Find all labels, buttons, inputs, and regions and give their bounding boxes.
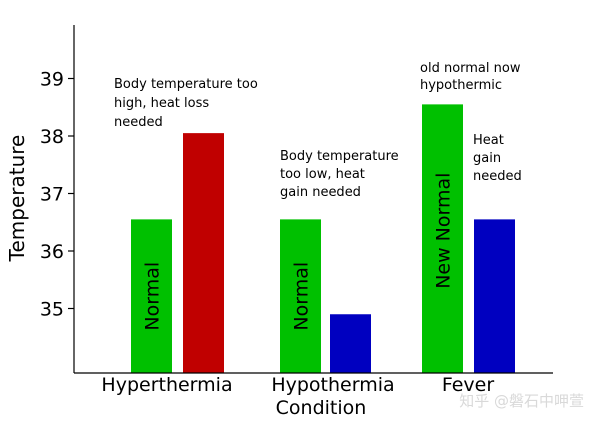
x-axis-label: Condition (276, 397, 367, 419)
bars-layer (131, 104, 515, 373)
bar-hyperthermia-current (183, 133, 224, 373)
annotation-line: gain needed (280, 185, 361, 200)
bar-labels-layer: Normal Normal New Normal (142, 173, 455, 331)
annotation-line: old normal now (420, 61, 521, 76)
annotation-line: Body temperature too (114, 77, 258, 92)
bar-hypothermia-baseline (280, 219, 321, 373)
axes (73, 25, 553, 374)
x-tick-label: Hyperthermia (101, 374, 232, 396)
bar-fever-current (474, 219, 515, 373)
bar-hypothermia-current (330, 314, 371, 373)
y-tick-label: 39 (40, 69, 64, 91)
annotation-line: gain (473, 151, 501, 166)
y-ticks: 35 36 37 38 39 (40, 69, 74, 321)
x-tick-label: Hypothermia (271, 374, 394, 396)
y-axis-label: Temperature (5, 135, 29, 263)
y-tick-label: 38 (40, 126, 64, 148)
bar-fever-baseline (422, 104, 463, 373)
annotation-line: needed (473, 169, 522, 184)
y-tick-label: 36 (40, 241, 64, 263)
y-tick-label: 35 (40, 299, 64, 321)
y-tick-label: 37 (40, 184, 64, 206)
x-ticks: Hyperthermia Hypothermia Fever (101, 374, 494, 396)
bar-inner-label: Normal (291, 262, 313, 331)
x-tick-label: Fever (442, 374, 495, 396)
annotation-line: needed (114, 115, 163, 130)
annotation-line: Heat (473, 133, 504, 148)
annotation-line: high, heat loss (114, 96, 209, 111)
bar-hyperthermia-baseline (131, 219, 172, 373)
annotation-line: too low, heat (280, 167, 365, 182)
bar-inner-label: Normal (142, 262, 164, 331)
watermark: 知乎 @磐石中呷萱 (459, 392, 584, 410)
annotation-line: Body temperature (280, 149, 399, 164)
bar-inner-label: New Normal (433, 173, 455, 289)
annotation-line: hypothermic (420, 78, 502, 93)
annotations-layer: Body temperature too high, heat loss neede… (114, 61, 522, 200)
